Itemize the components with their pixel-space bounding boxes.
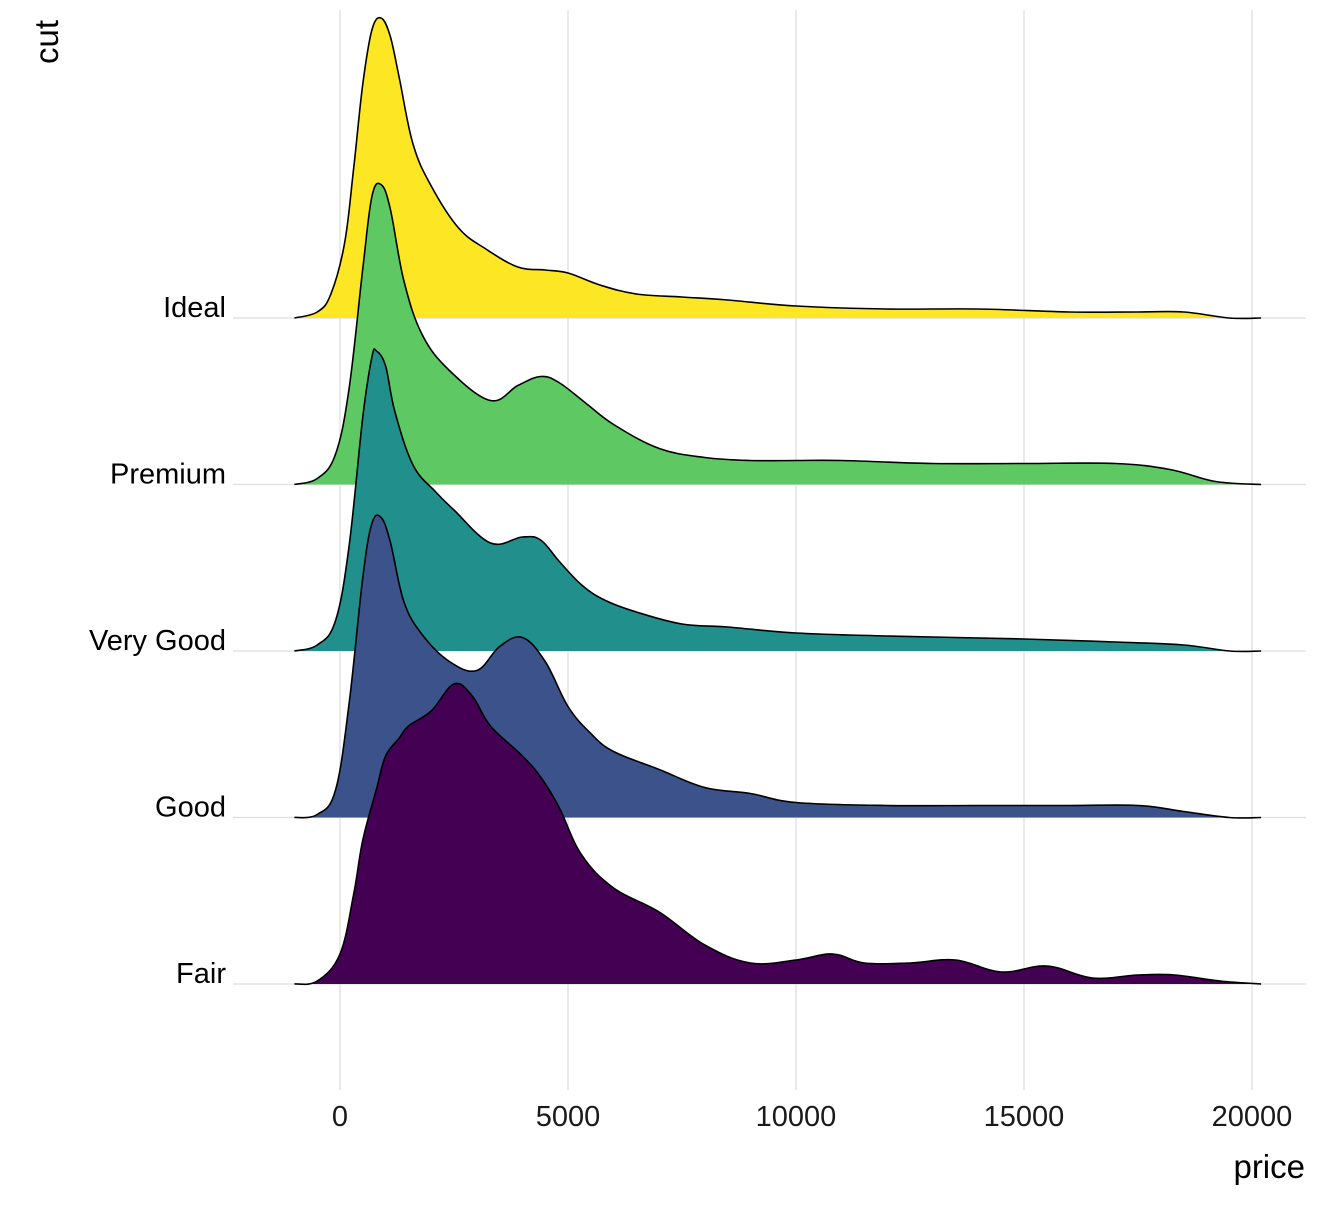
x-tick-label-0: 0 — [332, 1101, 348, 1133]
ridge-line-fair — [294, 682, 1262, 986]
ridge-fill-good — [294, 515, 1262, 818]
y-tick-label-good: Good — [155, 792, 226, 824]
y-tick-label-very-good: Very Good — [89, 625, 226, 657]
y-tick-label-ideal: Ideal — [163, 292, 226, 324]
ridge-line-ideal — [294, 16, 1262, 320]
x-tick-label-20000: 20000 — [1212, 1101, 1293, 1133]
y-axis-title: cut — [28, 20, 65, 64]
y-tick-label-premium: Premium — [110, 459, 226, 491]
y-tick-label-fair: Fair — [176, 958, 226, 990]
ridge-line-premium — [294, 182, 1262, 486]
x-tick-label-15000: 15000 — [984, 1101, 1065, 1133]
x-axis-title: price — [1233, 1148, 1305, 1185]
ridge-line-very-good — [294, 348, 1262, 653]
ridge-fill-ideal — [294, 17, 1262, 319]
ridge-fill-fair — [294, 683, 1262, 985]
x-tick-label-10000: 10000 — [756, 1101, 837, 1133]
ridge-fill-very-good — [294, 348, 1262, 652]
ridge-line-good — [294, 514, 1262, 819]
ridge-layer — [294, 16, 1262, 986]
x-tick-label-5000: 5000 — [536, 1101, 601, 1133]
ridge-fill-premium — [294, 183, 1262, 485]
label-layer: 0 5000 10000 15000 20000 Fair Good Very Good Pre… — [89, 292, 1292, 1133]
